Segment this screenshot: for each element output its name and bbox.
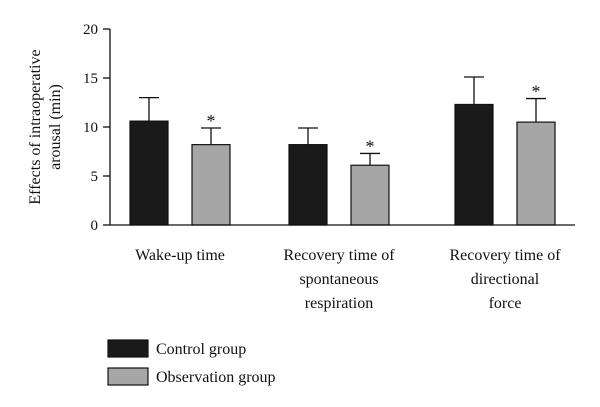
x-tick-label: Recovery time of spontaneous respiration — [283, 247, 395, 312]
y-axis-label-line: Effects of intraoperative — [27, 49, 44, 204]
legend-label: Observation group — [156, 369, 276, 386]
bars: * * * — [129, 76, 556, 226]
x-tick-label-line: force — [489, 295, 522, 312]
x-tick-label-line: directional — [471, 271, 540, 288]
legend-swatch — [107, 367, 149, 386]
significance-marker: * — [532, 82, 541, 102]
bar — [288, 144, 328, 226]
y-tick-label: 20 — [83, 22, 98, 38]
y-axis-label: Effects of intraoperative arousal (min) — [27, 49, 64, 204]
bar-group: * — [288, 127, 390, 226]
y-axis: 0 5 10 15 20 Effects of intraoperative arousal… — [27, 22, 111, 234]
legend: Control group Observation group — [107, 339, 276, 386]
bar — [454, 103, 494, 226]
x-axis: Wake-up time Recovery time of spontaneous r… — [110, 224, 575, 312]
y-tick-label: 15 — [83, 71, 98, 87]
y-axis-label-line: arousal (min) — [47, 84, 64, 170]
y-tick-label: 0 — [91, 218, 99, 234]
y-tick-label: 10 — [83, 120, 98, 136]
bar — [350, 164, 390, 226]
x-tick-label: Recovery time of directional force — [449, 247, 561, 312]
x-tick-label: Wake-up time — [135, 247, 225, 264]
x-tick-label-line: Recovery time of — [449, 247, 561, 264]
x-tick-label-line: spontaneous — [299, 271, 378, 288]
bar-group: * — [129, 96, 231, 226]
legend-swatch — [107, 339, 149, 358]
bar — [516, 121, 556, 226]
significance-marker: * — [366, 136, 375, 156]
legend-item: Observation group — [107, 367, 276, 386]
x-tick-label-line: respiration — [305, 295, 373, 312]
x-tick-label-line: Wake-up time — [135, 247, 225, 264]
bar-group: * — [454, 76, 556, 226]
bar — [191, 144, 231, 226]
x-tick-label-line: Recovery time of — [283, 247, 395, 264]
bar — [129, 120, 169, 226]
significance-marker: * — [207, 111, 216, 131]
legend-item: Control group — [107, 339, 246, 358]
legend-label: Control group — [156, 341, 246, 358]
y-tick-label: 5 — [91, 169, 99, 185]
